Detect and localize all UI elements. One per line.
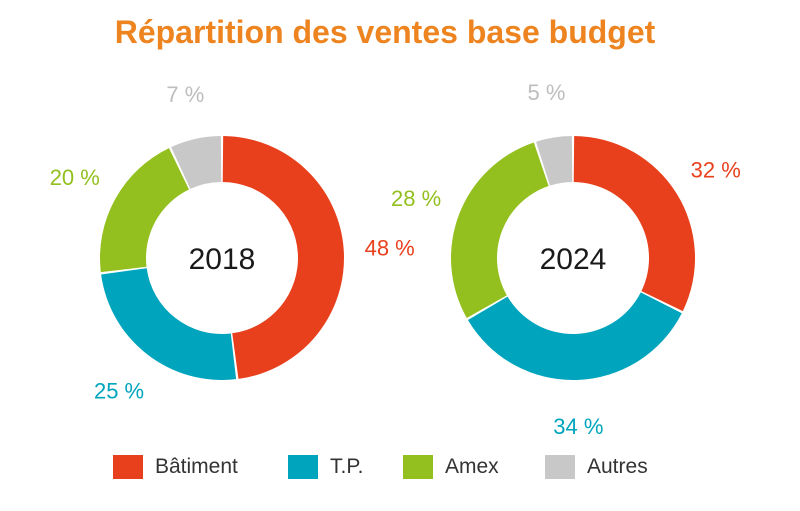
donut-charts: 48 % 25 % 20 % 7 % 2018 32 % 34 % 28 % 5 % 2024 (50, 80, 741, 439)
legend-item-1: Bâtiment (113, 452, 238, 482)
center-label-2018: 2018 (189, 243, 256, 276)
value-label-2024-3: 28 % (391, 186, 441, 211)
legend-label: Amex (445, 455, 499, 478)
donut-chart-2024: 32 % 34 % 28 % 5 % 2024 (391, 80, 741, 439)
slice-2024-4 (536, 136, 573, 186)
slice-2018-3 (100, 148, 189, 273)
center-label-2024: 2024 (540, 243, 607, 276)
legend-swatch (403, 455, 433, 479)
legend-swatch (288, 455, 318, 479)
slice-2024-3 (450, 142, 549, 318)
legend-label: Autres (587, 455, 648, 478)
value-label-2024-2: 34 % (553, 414, 603, 439)
legend: Bâtiment T.P. Amex Autres (0, 452, 800, 482)
legend-label: T.P. (330, 455, 364, 478)
slice-2018-1 (222, 136, 344, 379)
legend-item-2: T.P. (288, 452, 363, 482)
value-label-2018-2: 25 % (94, 379, 144, 404)
value-label-2018-3: 20 % (50, 165, 100, 190)
chart-title: Répartition des ventes base budget (114, 14, 656, 50)
slice-2018-4 (171, 136, 222, 189)
slice-2024-1 (573, 136, 695, 312)
legend-swatch (545, 455, 575, 479)
legend-label: Bâtiment (155, 455, 238, 478)
legend-swatch (113, 455, 143, 479)
value-label-2018-1: 48 % (365, 235, 415, 260)
donut-chart-2018: 48 % 25 % 20 % 7 % 2018 (50, 82, 415, 404)
value-label-2024-1: 32 % (691, 157, 741, 182)
slice-2018-2 (101, 268, 237, 380)
legend-item-4: Autres (545, 452, 648, 482)
slice-2024-2 (467, 292, 682, 380)
legend-item-3: Amex (403, 452, 499, 482)
value-label-2018-4: 7 % (166, 82, 204, 107)
value-label-2024-4: 5 % (527, 80, 565, 105)
